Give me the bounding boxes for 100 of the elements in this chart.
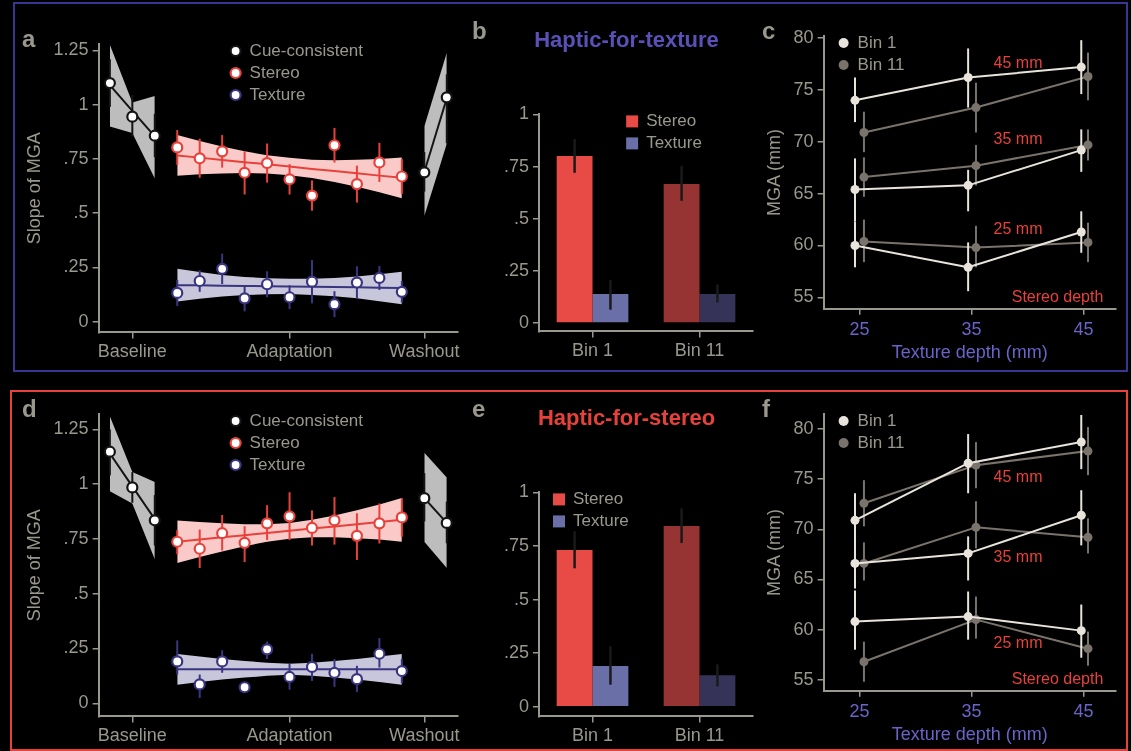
y-axis-title: Slope of MGA — [23, 132, 44, 245]
y-tick-label: 0 — [78, 692, 89, 713]
y-tick-label: .25 — [63, 637, 89, 658]
y-tick-label: 60 — [793, 618, 814, 639]
point — [859, 498, 869, 508]
legend-label: Texture — [573, 511, 629, 531]
point — [103, 445, 116, 458]
annotation: Stereo depth — [1011, 288, 1104, 306]
point — [963, 262, 973, 272]
point — [850, 241, 860, 251]
bar — [556, 155, 593, 323]
point — [193, 274, 206, 288]
y-tick-label: 1 — [519, 103, 530, 124]
point — [350, 673, 364, 686]
bar — [592, 294, 629, 323]
legend-label: Texture — [249, 84, 306, 104]
x-axis-title: Texture depth (mm) — [891, 342, 1048, 363]
point — [1076, 227, 1086, 237]
point — [1083, 644, 1093, 654]
point — [440, 516, 453, 530]
point — [216, 262, 229, 275]
point — [238, 536, 251, 549]
point — [963, 458, 973, 468]
legend-label: Texture — [249, 454, 306, 474]
y-tick-label: 1.25 — [53, 418, 89, 439]
x-tick-label: Adaptation — [246, 341, 333, 362]
point — [859, 127, 869, 137]
point — [963, 612, 973, 622]
x-tick-label: Washout — [389, 725, 460, 746]
point — [283, 173, 296, 186]
y-tick-label: 1 — [519, 481, 530, 502]
legend-label: Bin 1 — [857, 410, 897, 430]
x-tick-label: Adaptation — [246, 725, 333, 746]
point — [193, 542, 206, 555]
y-tick-label: .5 — [514, 588, 530, 609]
point — [440, 91, 453, 104]
annotation: 45 mm — [993, 53, 1043, 71]
point — [971, 103, 981, 113]
x-tick-label: Bin 11 — [674, 340, 725, 361]
y-tick-label: 0 — [78, 310, 89, 331]
annotation: Stereo depth — [1011, 670, 1104, 688]
x-tick-label: Bin 1 — [572, 340, 614, 361]
point — [305, 189, 319, 202]
legend-label: Cue-consistent — [249, 410, 364, 430]
x-tick-label: 25 — [849, 318, 870, 339]
point — [395, 170, 408, 183]
x-tick-label: 35 — [961, 318, 982, 339]
point — [260, 278, 274, 291]
point — [850, 558, 860, 568]
point — [418, 492, 431, 505]
y-tick-label: 65 — [793, 182, 814, 203]
annotation: 25 mm — [993, 634, 1043, 652]
legend-label: Bin 11 — [857, 432, 905, 452]
text: f — [762, 394, 771, 422]
point — [148, 129, 161, 142]
x-tick-label: Baseline — [97, 341, 167, 362]
y-axis-title: MGA (mm) — [763, 508, 784, 596]
point — [1076, 437, 1086, 447]
point — [971, 243, 981, 253]
chart-title: Haptic-for-stereo — [537, 405, 716, 431]
bar — [556, 550, 593, 706]
point — [238, 681, 251, 694]
legend-label: Bin 11 — [857, 54, 905, 74]
annotation: 25 mm — [993, 220, 1043, 238]
point — [373, 517, 386, 530]
y-tick-label: .75 — [503, 534, 530, 555]
point — [350, 177, 364, 191]
y-tick-label: 1.25 — [53, 39, 89, 60]
point — [283, 291, 296, 304]
y-tick-label: 55 — [793, 286, 814, 307]
point — [103, 76, 116, 90]
point — [963, 180, 973, 190]
y-axis-title: Slope of MGA — [23, 509, 44, 622]
chart-title: Haptic-for-texture — [534, 27, 719, 53]
point — [148, 514, 161, 527]
legend-label: Stereo — [573, 489, 624, 509]
text: e — [472, 394, 486, 422]
point — [350, 276, 364, 289]
point — [395, 285, 408, 298]
point — [126, 481, 139, 494]
point — [1076, 145, 1086, 155]
annotation: 35 mm — [993, 130, 1043, 148]
y-tick-label: 75 — [793, 468, 814, 489]
point — [193, 152, 206, 165]
x-tick-label: 25 — [849, 700, 870, 721]
point — [216, 145, 229, 158]
point — [373, 156, 386, 169]
point — [1076, 62, 1086, 72]
y-tick-label: .25 — [503, 259, 530, 280]
y-tick-label: 75 — [793, 78, 814, 99]
point — [216, 527, 229, 540]
y-tick-label: .75 — [63, 147, 89, 168]
point — [171, 655, 184, 668]
point — [328, 139, 341, 152]
point — [373, 271, 386, 285]
point — [850, 95, 860, 105]
legend-label: Stereo — [249, 432, 300, 452]
point — [283, 670, 296, 684]
point — [963, 72, 973, 82]
point — [260, 643, 274, 656]
